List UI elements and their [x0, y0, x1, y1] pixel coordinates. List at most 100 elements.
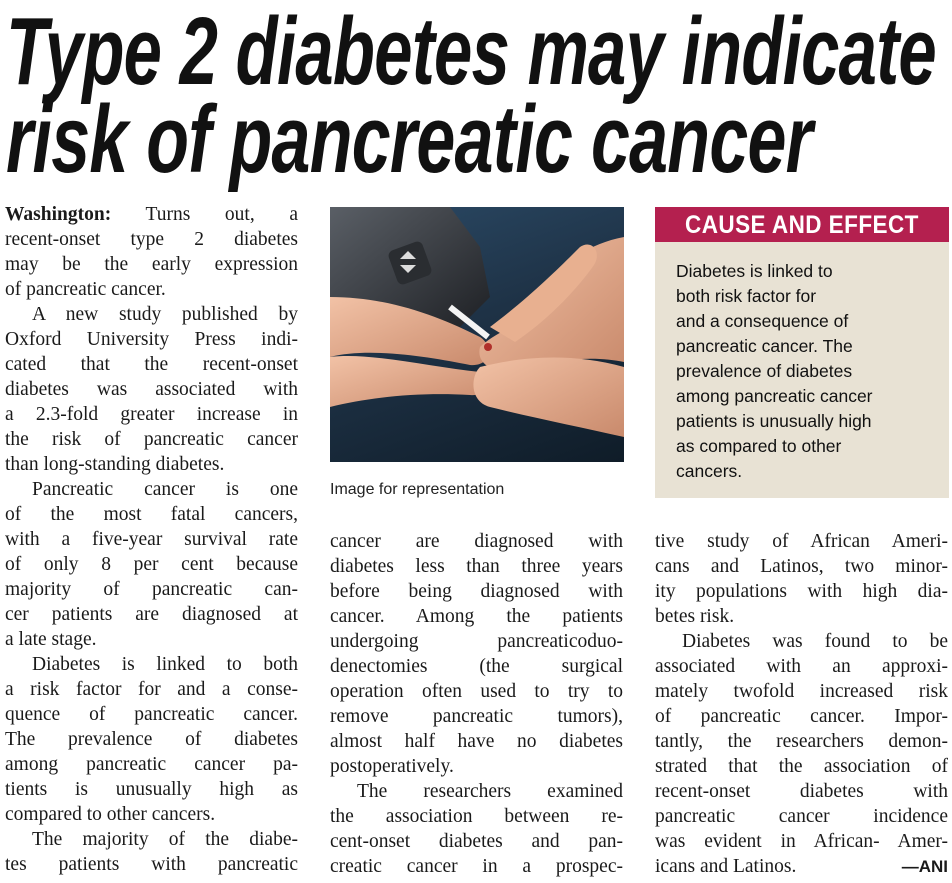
article-line: undergoing pancreaticoduo-: [330, 629, 623, 654]
sidebar-line: both risk factor for: [676, 286, 817, 306]
sidebar-line: Diabetes is linked to: [676, 261, 833, 281]
article-line: a risk factor for and a conse-: [5, 677, 298, 702]
article-line: cer patients are diagnosed at: [5, 602, 298, 627]
article-line-text: of only 8 per cent because: [5, 554, 298, 575]
article-line-text: The prevalence of diabetes: [5, 729, 298, 750]
article-line-text: before being diagnosed with: [330, 581, 623, 602]
article-line-text: with a five-year survival rate: [5, 529, 298, 550]
article-line: may be the early expression: [5, 252, 298, 277]
article-column-1: Washington: Turns out, a recent-onset typ…: [5, 202, 298, 877]
article-line: a late stage.: [5, 627, 298, 652]
article-line-text: Diabetes was found to be: [682, 631, 948, 652]
article-line-text: a 2.3-fold greater increase in: [5, 404, 298, 425]
article-line: tive study of African Ameri-: [655, 529, 948, 554]
article-line-text: a risk factor for and a conse-: [5, 679, 298, 700]
article-line: The researchers examined: [330, 779, 623, 804]
byline-agency: —ANI: [901, 857, 948, 876]
article-line: quence of pancreatic cancer.: [5, 702, 298, 727]
article-line: Oxford University Press indi-: [5, 327, 298, 352]
article-line-text: pancreatic cancer incidence: [655, 806, 948, 827]
article-line: of the most fatal cancers,: [5, 502, 298, 527]
article-line-text: the association between re-: [330, 806, 623, 827]
article-line-text: cans and Latinos, two minor-: [655, 556, 948, 577]
article-line-text: postoperatively.: [330, 756, 454, 777]
article-line-text: recent-onset diabetes with: [655, 781, 948, 802]
article-line: Pancreatic cancer is one: [5, 477, 298, 502]
article-line-text: Pancreatic cancer is one: [32, 479, 298, 500]
article-line: tes patients with pancreatic: [5, 852, 298, 877]
article-line: among pancreatic cancer pa-: [5, 752, 298, 777]
article-line: postoperatively.: [330, 754, 623, 779]
article-line: cans and Latinos, two minor-: [655, 554, 948, 579]
article-line-text: tes patients with pancreatic: [5, 854, 298, 875]
sidebar-line: cancers.: [676, 461, 743, 481]
article-line-text: cent-onset diabetes and pan-: [330, 831, 623, 852]
article-line: associated with an approxi-: [655, 654, 948, 679]
sidebar-line: prevalence of diabetes: [676, 361, 853, 381]
article-line: of pancreatic cancer.: [5, 277, 298, 302]
article-line: ity populations with high dia-: [655, 579, 948, 604]
article-line-text: among pancreatic cancer pa-: [5, 754, 298, 775]
sidebar-title-text: CAUSE AND EFFECT: [685, 211, 919, 239]
photo-caption: Image for representation: [330, 481, 505, 498]
article-line: operation often used to try to: [330, 679, 623, 704]
article-line-text: Oxford University Press indi-: [5, 329, 298, 350]
article-line: than long-standing diabetes.: [5, 452, 298, 477]
article-line-text: the risk of pancreatic cancer: [5, 429, 298, 450]
dateline: Washington:: [5, 204, 112, 225]
article-line-text: majority of pancreatic can-: [5, 579, 298, 600]
article-line-text: cated that the recent-onset: [5, 354, 298, 375]
article-line-text: cancer. Among the patients: [330, 606, 623, 627]
article-line-text: remove pancreatic tumors),: [330, 706, 623, 727]
article-line: of only 8 per cent because: [5, 552, 298, 577]
article-line-text: diabetes less than three years: [330, 556, 623, 577]
article-line: Washington: Turns out, a: [5, 202, 298, 227]
sidebar-title: CAUSE AND EFFECT: [655, 207, 949, 242]
article-line: cent-onset diabetes and pan-: [330, 829, 623, 854]
article-line: strated that the association of: [655, 754, 948, 779]
article-line-text: of pancreatic cancer. Impor-: [655, 706, 948, 727]
article-line-text: strated that the association of: [655, 756, 948, 777]
article-line: the risk of pancreatic cancer: [5, 427, 298, 452]
article-line: The prevalence of diabetes: [5, 727, 298, 752]
article-line: The majority of the diabe-: [5, 827, 298, 852]
article-line-text: cer patients are diagnosed at: [5, 604, 298, 625]
article-line-text: icans and Latinos.: [655, 856, 797, 877]
article-line: a 2.3-fold greater increase in: [5, 402, 298, 427]
article-line: the association between re-: [330, 804, 623, 829]
article-line-text: The researchers examined: [357, 781, 623, 802]
article-line-text: cancer are diagnosed with: [330, 531, 623, 552]
article-line-text: creatic cancer in a prospec-: [330, 856, 623, 877]
sidebar-line: patients is unusually high: [676, 411, 872, 431]
article-line: Diabetes is linked to both: [5, 652, 298, 677]
headline-line-2: risk of pancreatic cancer: [6, 86, 813, 193]
article-line-text: ity populations with high dia-: [655, 581, 948, 602]
article-line-text: of pancreatic cancer.: [5, 279, 166, 300]
article-line-text: mately twofold increased risk: [655, 681, 948, 702]
article-line: with a five-year survival rate: [5, 527, 298, 552]
article-line: recent-onset diabetes with: [655, 779, 948, 804]
cause-and-effect-sidebar: CAUSE AND EFFECT Diabetes is linked to bo…: [655, 207, 949, 498]
article-column-3: tive study of African Ameri-cans and Lat…: [655, 529, 948, 879]
article-line: of pancreatic cancer. Impor-: [655, 704, 948, 729]
article-line-text: tive study of African Ameri-: [655, 531, 948, 552]
article-line: tients is unusually high as: [5, 777, 298, 802]
article-line-text: betes risk.: [655, 606, 735, 627]
article-line-text: recent-onset type 2 diabetes: [5, 229, 298, 250]
article-line-text: A new study published by: [32, 304, 298, 325]
sidebar-line: pancreatic cancer. The: [676, 336, 853, 356]
article-line-text: than long-standing diabetes.: [5, 454, 225, 475]
article-line: recent-onset type 2 diabetes: [5, 227, 298, 252]
article-line-text: denectomies (the surgical: [330, 656, 623, 677]
article-line-text: associated with an approxi-: [655, 656, 948, 677]
article-line: cated that the recent-onset: [5, 352, 298, 377]
article-line: remove pancreatic tumors),: [330, 704, 623, 729]
sidebar-line: and a consequence of: [676, 311, 849, 331]
article-line: cancer. Among the patients: [330, 604, 623, 629]
sidebar-line: as compared to other: [676, 436, 842, 456]
article-line: mately twofold increased risk: [655, 679, 948, 704]
article-line: was evident in African- Amer-: [655, 829, 948, 854]
article-line-text: was evident in African- Amer-: [655, 831, 948, 852]
article-line: pancreatic cancer incidence: [655, 804, 948, 829]
headline-line-1: Type 2 diabetes may indicate: [6, 0, 937, 105]
